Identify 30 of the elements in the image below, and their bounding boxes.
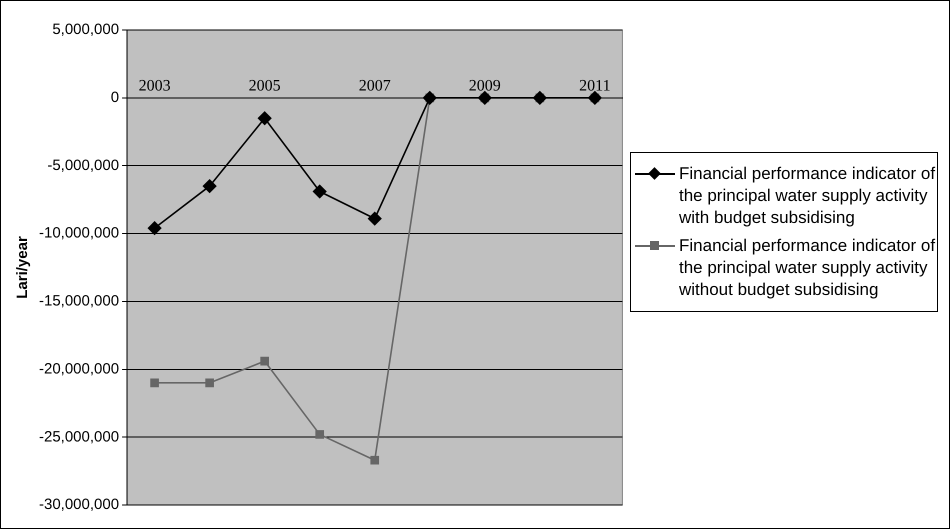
y-tick-label: -25,000,000: [38, 428, 120, 446]
legend-label: Financial performance indicator of the principal water supply activity with budget subsidising: [679, 163, 936, 229]
y-tick-label: -30,000,000: [38, 496, 120, 514]
y-tick-label: -20,000,000: [38, 360, 120, 378]
y-tick-label: -5,000,000: [47, 156, 120, 174]
point: [148, 221, 162, 235]
legend-label: Financial performance indicator of the principal water supply activity without budget subsidising: [679, 235, 936, 301]
y-tick-label: 0: [110, 89, 120, 106]
point: [368, 212, 382, 226]
y-tick-label: -10,000,000: [38, 224, 120, 242]
point: [370, 456, 380, 465]
point: [533, 91, 547, 105]
x-tick-label: 2005: [248, 78, 281, 95]
point: [312, 184, 326, 198]
point: [258, 111, 272, 126]
x-tick-label: 2007: [358, 78, 391, 95]
point: [478, 91, 492, 105]
x-tick-label: 2009: [468, 78, 501, 95]
point: [422, 91, 437, 105]
y-axis-title: Lari/year: [14, 236, 32, 299]
point: [205, 378, 214, 388]
x-tick-label: 2003: [138, 78, 171, 95]
point: [588, 91, 602, 105]
point: [260, 356, 269, 366]
x-tick-label: 2011: [579, 78, 611, 95]
y-tick-label: -15,000,000: [38, 292, 120, 310]
point: [202, 179, 216, 193]
y-tick-label: 5,000,000: [52, 21, 120, 38]
point: [150, 378, 159, 388]
point: [315, 430, 324, 439]
